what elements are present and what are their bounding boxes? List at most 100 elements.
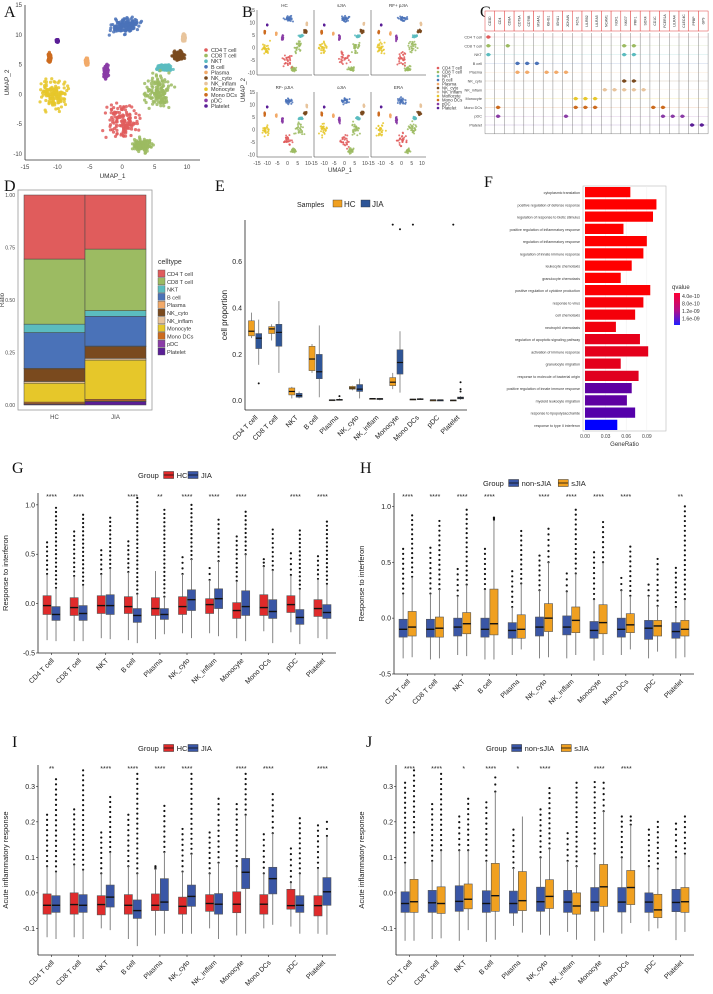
umap-point [115,101,119,105]
outlier-point [520,563,523,566]
box-iqr [51,895,61,913]
umap-point [115,116,119,120]
umap-point [382,122,385,125]
outlier-point [674,591,677,594]
outlier-point [100,836,103,839]
outlier-point [109,520,112,523]
outlier-point [190,545,193,548]
legend-swatch [436,102,440,106]
outlier-point [683,563,686,567]
outlier-point [54,778,58,781]
umap-point [403,64,406,67]
outlier-point [271,564,274,567]
umap-point [375,134,378,137]
umap-point [146,140,150,144]
umap-point [293,70,296,73]
outlier-point [565,572,568,575]
umap-point [162,95,166,99]
colorbar-tick-label: 4.0e-10 [682,294,700,300]
gene-label: CD79B [527,15,531,27]
umap-point [383,41,386,44]
outlier-point [511,585,514,588]
umap-point [353,123,356,126]
y-tick-label: 10 [249,21,255,27]
umap-point [285,140,288,143]
outlier-point [235,562,238,565]
outlier-point [402,592,405,595]
outlier-point [325,545,329,548]
legend-swatch [436,78,440,82]
umap-point [380,105,383,108]
outlier-point [574,562,577,565]
umap-point [401,62,404,65]
panel-label-i: I [12,734,18,751]
outlier-point [45,545,49,548]
outlier-point [511,570,514,573]
umap-point [402,53,405,56]
umap-point [162,90,166,95]
umap-point [132,109,136,113]
outlier-point [683,573,686,576]
umap-point [155,102,159,107]
outlier-point [629,550,632,553]
y-tick-label: 0.5 [381,560,391,567]
term-label: positive regulation of innate immune res… [507,387,580,391]
outlier-point [244,514,247,518]
outlier-point [629,560,632,563]
umap-point [343,16,346,19]
outlier-point [82,799,85,802]
outlier-point [683,515,686,518]
outlier-point [163,570,166,573]
umap-point [125,16,129,20]
legend-label: NK_inflam [211,82,237,88]
outlier-point [298,562,301,565]
umap-point [338,118,341,121]
x-tick-label: Monocyte [219,657,245,683]
umap-point [355,45,358,48]
umap-point [119,133,123,137]
umap-point [109,23,113,27]
outlier-point [411,533,414,536]
gene-label: NCR1 [614,16,618,25]
outlier-point [100,563,103,566]
umap-point [283,18,286,21]
outlier-point [402,552,405,555]
umap-point [410,49,413,52]
legend-label: NK_inflam [442,90,462,95]
umap-point [352,66,355,69]
outlier-point [163,566,166,569]
legend-swatch [157,300,166,309]
outlier-point [683,578,686,581]
outlier-point [438,568,441,571]
umap-point [358,132,361,135]
stacked-bar-segment [84,401,147,406]
umap-point [352,43,355,46]
outlier-point [235,575,238,578]
outlier-point [520,553,523,556]
outlier-point [674,566,677,569]
umap-point [343,99,346,102]
violin-shape [524,61,530,66]
outlier-point [109,815,112,819]
outlier-point [411,518,414,522]
outlier-point [429,582,432,585]
box-iqr [562,615,572,636]
umap-point [381,129,384,132]
outlier-point [109,850,112,854]
umap-point [52,90,57,94]
umap-point [281,57,284,60]
umap-point [263,52,266,55]
umap-point [322,48,325,51]
umap-point [401,137,404,140]
outlier-point [82,517,85,520]
umap-point [124,125,128,130]
box-iqr [356,384,363,392]
x-tick-label: 10 [419,161,425,167]
outlier-point [683,593,686,596]
x-tick-label: 10 [305,161,311,167]
x-tick-label: Mono DCs [602,678,631,707]
umap-point [399,55,402,58]
legend-swatch [204,70,208,75]
gene-label: PRF1 [634,17,638,26]
outlier-point [45,541,49,544]
